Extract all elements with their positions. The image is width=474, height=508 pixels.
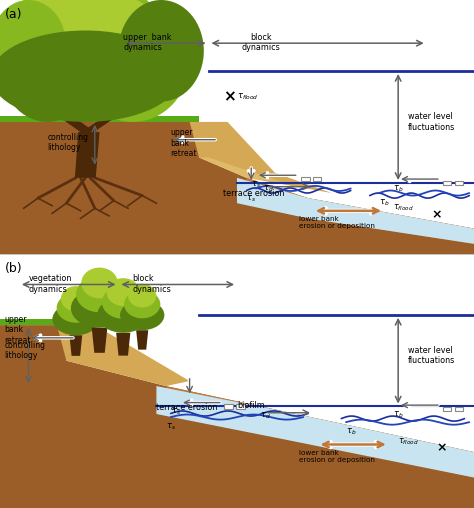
Text: (a): (a): [5, 8, 22, 21]
Text: $\tau_{flood}$: $\tau_{flood}$: [393, 203, 414, 213]
Text: water level
fluctuations: water level fluctuations: [408, 112, 455, 132]
Text: upper  bank
dynamics: upper bank dynamics: [123, 33, 172, 52]
Text: $\tau_s$: $\tau_s$: [166, 422, 176, 432]
Text: $\tau_d$: $\tau_d$: [263, 184, 274, 195]
Bar: [455, 406, 463, 411]
Ellipse shape: [0, 10, 95, 122]
Text: $\tau_b$: $\tau_b$: [393, 409, 404, 420]
Text: $\mathbf{\times}$: $\mathbf{\times}$: [223, 89, 237, 104]
Polygon shape: [0, 319, 66, 325]
Text: (b): (b): [5, 262, 22, 275]
Ellipse shape: [102, 285, 145, 319]
Ellipse shape: [118, 0, 204, 102]
Bar: [301, 177, 310, 181]
Ellipse shape: [57, 293, 95, 323]
Bar: [313, 177, 321, 181]
Ellipse shape: [66, 0, 161, 76]
Bar: [443, 181, 451, 185]
Ellipse shape: [0, 30, 180, 122]
Text: $\tau_b$: $\tau_b$: [379, 198, 390, 208]
Polygon shape: [237, 178, 474, 244]
Ellipse shape: [128, 284, 156, 307]
Bar: [224, 404, 233, 408]
Text: upper
bank
retreat: upper bank retreat: [5, 315, 31, 345]
Ellipse shape: [52, 303, 99, 335]
Polygon shape: [190, 122, 332, 193]
Text: $\mathbf{\times}$: $\mathbf{\times}$: [436, 441, 447, 454]
Bar: [236, 404, 245, 408]
Ellipse shape: [97, 297, 149, 333]
Text: vegetation
dynamics: vegetation dynamics: [28, 274, 72, 294]
Ellipse shape: [71, 289, 128, 328]
Polygon shape: [199, 157, 284, 183]
Ellipse shape: [61, 286, 91, 311]
Text: $\tau_d$: $\tau_d$: [260, 410, 271, 421]
Text: terrace erosion: terrace erosion: [223, 189, 284, 198]
Polygon shape: [136, 330, 148, 350]
Ellipse shape: [82, 268, 118, 298]
Bar: [443, 406, 451, 411]
Text: $\tau_b$: $\tau_b$: [346, 427, 356, 437]
Text: lower bank
erosion or deposition: lower bank erosion or deposition: [299, 450, 374, 463]
Text: lower bank
erosion or deposition: lower bank erosion or deposition: [299, 216, 374, 230]
Text: block
dynamics: block dynamics: [241, 33, 280, 52]
Polygon shape: [0, 325, 474, 508]
Text: $\tau_{flood}$: $\tau_{flood}$: [398, 436, 419, 447]
Polygon shape: [92, 328, 107, 353]
Text: upper
bank
retreat: upper bank retreat: [171, 128, 197, 158]
Text: block
dynamics: block dynamics: [133, 274, 172, 294]
Ellipse shape: [5, 0, 166, 117]
Ellipse shape: [76, 276, 123, 312]
Text: terrace erosion: terrace erosion: [156, 402, 218, 411]
Text: $\tau_s$: $\tau_s$: [246, 193, 256, 204]
Bar: [455, 181, 463, 185]
Polygon shape: [75, 132, 100, 178]
Ellipse shape: [0, 0, 66, 91]
Text: $\tau_b$: $\tau_b$: [393, 183, 404, 194]
Text: $\tau_s$: $\tau_s$: [251, 180, 261, 190]
Text: controlling
lithology: controlling lithology: [47, 133, 88, 152]
Ellipse shape: [124, 290, 160, 319]
Text: $\mathbf{\times}$: $\mathbf{\times}$: [431, 208, 442, 221]
Polygon shape: [0, 122, 474, 254]
Polygon shape: [57, 325, 190, 386]
Text: $\tau_{flood}$: $\tau_{flood}$: [237, 91, 259, 102]
Polygon shape: [246, 178, 474, 244]
Text: biofilm: biofilm: [237, 401, 265, 410]
Ellipse shape: [120, 300, 164, 330]
Polygon shape: [166, 386, 474, 478]
Ellipse shape: [14, 0, 128, 71]
Text: water level
fluctuations: water level fluctuations: [408, 346, 455, 365]
Ellipse shape: [76, 0, 190, 122]
Text: $\tau_s$: $\tau_s$: [171, 407, 181, 418]
Polygon shape: [156, 386, 474, 478]
Polygon shape: [69, 335, 82, 356]
Ellipse shape: [107, 278, 140, 306]
Polygon shape: [116, 333, 130, 356]
Polygon shape: [0, 116, 199, 122]
Text: controlling
lithology: controlling lithology: [5, 341, 46, 360]
